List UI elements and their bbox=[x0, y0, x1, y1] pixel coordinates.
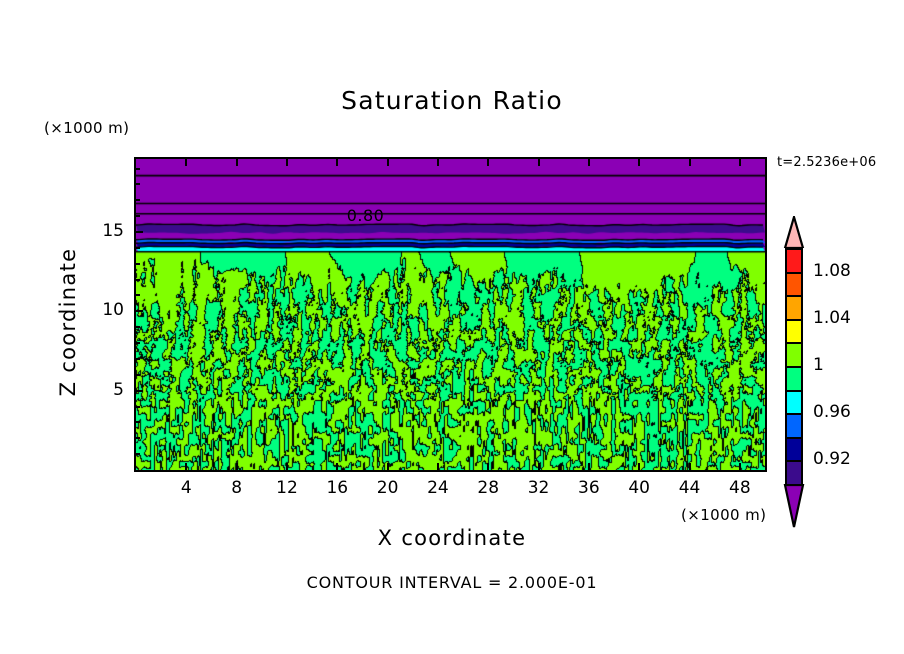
colorbar-band-2 bbox=[785, 295, 803, 321]
colorbar-band-4 bbox=[785, 342, 803, 368]
y-minor-tick bbox=[136, 342, 140, 345]
colorbar-label-0.96: 0.96 bbox=[813, 402, 851, 423]
x-tick-top-32 bbox=[537, 159, 540, 166]
x-tick-20 bbox=[386, 463, 389, 470]
y-tick-5 bbox=[136, 389, 143, 392]
colorbar-band-8 bbox=[785, 436, 803, 463]
y-minor-tick bbox=[136, 262, 140, 265]
x-axis-units-label: (×1000 m) bbox=[681, 506, 767, 524]
colorbar: 1.08 1.04 1 0.96 0.92 bbox=[781, 213, 851, 528]
x-tick-label-4: 4 bbox=[180, 478, 192, 498]
x-tick-top-12 bbox=[285, 159, 288, 166]
y-tick-15 bbox=[136, 230, 143, 233]
x-tick-top-28 bbox=[487, 159, 490, 166]
x-tick-label-24: 24 bbox=[427, 478, 449, 498]
contour-interval-caption: CONTOUR INTERVAL = 2.000E-01 bbox=[306, 573, 598, 592]
x-tick-top-16 bbox=[336, 159, 339, 166]
x-tick-label-48: 48 bbox=[729, 478, 751, 498]
x-tick-label-20: 20 bbox=[376, 478, 399, 498]
colorbar-label-1: 1 bbox=[813, 355, 824, 375]
x-tick-top-4 bbox=[185, 159, 188, 166]
plot-area bbox=[134, 157, 767, 472]
x-tick-label-28: 28 bbox=[477, 478, 500, 498]
x-tick-32 bbox=[537, 463, 540, 470]
x-tick-top-44 bbox=[688, 159, 691, 166]
x-tick-label-12: 12 bbox=[276, 478, 298, 498]
y-tick-label-15: 15 bbox=[102, 220, 124, 241]
x-tick-label-8: 8 bbox=[231, 478, 243, 498]
colorbar-band-1 bbox=[785, 271, 803, 298]
colorbar-label-1.04: 1.04 bbox=[813, 307, 851, 328]
colorbar-band-3 bbox=[785, 318, 803, 345]
contour-label-0.80: 0.80 bbox=[346, 206, 385, 226]
y-minor-tick bbox=[136, 421, 140, 424]
x-tick-44 bbox=[688, 463, 691, 470]
contour-field-canvas bbox=[136, 159, 765, 470]
y-minor-tick bbox=[136, 294, 140, 297]
x-tick-top-8 bbox=[235, 159, 238, 166]
y-axis-units-label: (×1000 m) bbox=[44, 119, 130, 137]
x-tick-top-36 bbox=[587, 159, 590, 166]
colorbar-label-1.08: 1.08 bbox=[813, 260, 851, 281]
x-tick-label-16: 16 bbox=[326, 478, 349, 498]
x-tick-top-24 bbox=[436, 159, 439, 166]
colorbar-bottom-arrow bbox=[781, 483, 807, 528]
x-tick-label-36: 36 bbox=[578, 478, 600, 498]
y-minor-tick bbox=[136, 215, 140, 218]
y-minor-tick bbox=[136, 437, 140, 440]
x-tick-top-48 bbox=[738, 159, 741, 166]
colorbar-band-9 bbox=[785, 460, 803, 486]
x-tick-4 bbox=[185, 463, 188, 470]
colorbar-band-7 bbox=[785, 413, 803, 439]
y-minor-tick bbox=[136, 326, 140, 329]
y-minor-tick bbox=[136, 278, 140, 281]
x-tick-36 bbox=[587, 463, 590, 470]
x-tick-label-44: 44 bbox=[678, 478, 701, 498]
y-minor-tick bbox=[136, 373, 140, 376]
y-tick-10 bbox=[136, 310, 143, 313]
x-axis-title: X coordinate bbox=[377, 526, 527, 550]
x-tick-8 bbox=[235, 463, 238, 470]
x-tick-48 bbox=[738, 463, 741, 470]
x-tick-top-20 bbox=[386, 159, 389, 166]
colorbar-label-0.92: 0.92 bbox=[813, 449, 851, 470]
y-tick-label-5: 5 bbox=[113, 379, 124, 400]
colorbar-band-6 bbox=[785, 389, 803, 416]
y-minor-tick bbox=[136, 246, 140, 249]
x-tick-label-40: 40 bbox=[628, 478, 650, 498]
y-minor-tick bbox=[136, 453, 140, 456]
x-tick-28 bbox=[487, 463, 490, 470]
x-tick-16 bbox=[336, 463, 339, 470]
x-tick-12 bbox=[285, 463, 288, 470]
x-tick-40 bbox=[638, 463, 641, 470]
y-minor-tick bbox=[136, 183, 140, 186]
y-minor-tick bbox=[136, 405, 140, 408]
x-tick-top-40 bbox=[638, 159, 641, 166]
chart-title: Saturation Ratio bbox=[341, 86, 563, 115]
x-tick-24 bbox=[436, 463, 439, 470]
y-axis-title: Z coordinate bbox=[56, 247, 80, 397]
timestamp-annotation: t=2.5236e+06 bbox=[777, 155, 877, 170]
colorbar-band-0 bbox=[785, 248, 803, 274]
y-minor-tick bbox=[136, 357, 140, 360]
y-tick-label-10: 10 bbox=[102, 300, 124, 321]
y-minor-tick bbox=[136, 167, 140, 170]
y-minor-tick bbox=[136, 199, 140, 202]
x-tick-label-32: 32 bbox=[527, 478, 550, 498]
colorbar-top-arrow bbox=[781, 213, 807, 250]
colorbar-band-5 bbox=[785, 366, 803, 392]
